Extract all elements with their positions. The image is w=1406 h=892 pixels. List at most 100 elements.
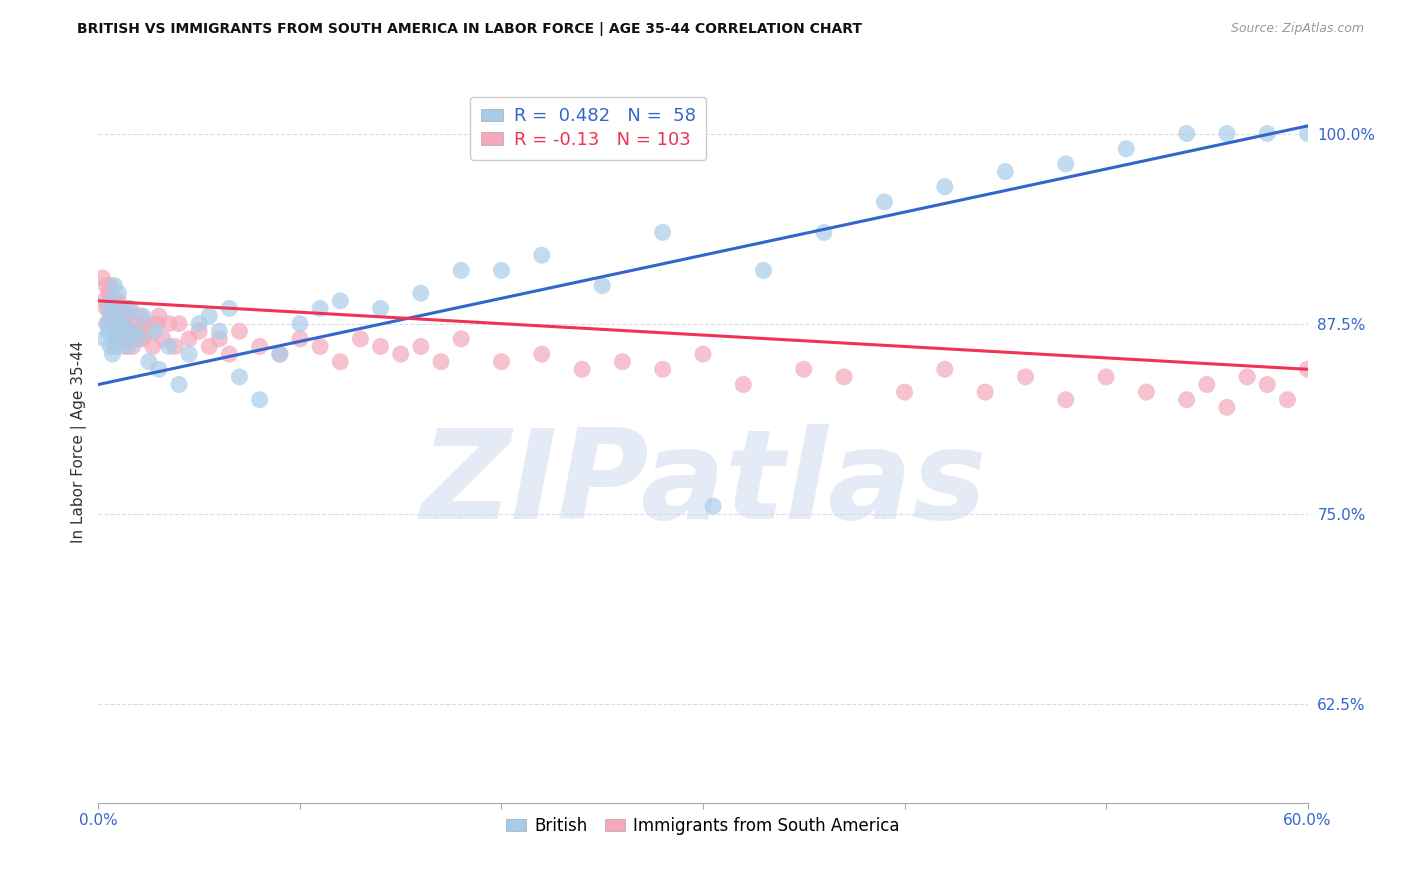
- Point: [450, 332, 472, 346]
- Point: [107, 293, 129, 308]
- Point: [813, 226, 835, 240]
- Point: [530, 248, 553, 262]
- Point: [124, 317, 146, 331]
- Point: [893, 385, 915, 400]
- Point: [370, 301, 392, 316]
- Point: [1296, 362, 1319, 376]
- Point: [121, 339, 143, 353]
- Point: [118, 324, 141, 338]
- Point: [125, 332, 148, 346]
- Point: [142, 339, 165, 353]
- Point: [934, 362, 956, 376]
- Point: [249, 392, 271, 407]
- Point: [329, 354, 352, 368]
- Point: [107, 324, 129, 338]
- Text: Source: ZipAtlas.com: Source: ZipAtlas.com: [1230, 22, 1364, 36]
- Point: [157, 317, 180, 331]
- Point: [101, 317, 124, 331]
- Point: [249, 339, 271, 353]
- Point: [100, 339, 122, 353]
- Point: [491, 263, 513, 277]
- Point: [430, 354, 453, 368]
- Point: [208, 324, 231, 338]
- Point: [143, 324, 166, 338]
- Point: [370, 339, 392, 353]
- Point: [96, 317, 118, 331]
- Point: [97, 317, 120, 331]
- Point: [100, 278, 122, 293]
- Point: [1095, 370, 1118, 384]
- Point: [188, 324, 211, 338]
- Point: [1135, 385, 1157, 400]
- Point: [188, 317, 211, 331]
- Point: [832, 370, 855, 384]
- Point: [105, 301, 128, 316]
- Point: [103, 293, 125, 308]
- Point: [934, 179, 956, 194]
- Point: [105, 339, 128, 353]
- Point: [269, 347, 291, 361]
- Point: [1277, 392, 1299, 407]
- Point: [1296, 127, 1319, 141]
- Point: [733, 377, 755, 392]
- Point: [389, 347, 412, 361]
- Text: ZIPatlas: ZIPatlas: [420, 425, 986, 545]
- Point: [873, 194, 896, 209]
- Point: [530, 347, 553, 361]
- Point: [110, 332, 132, 346]
- Point: [752, 263, 775, 277]
- Point: [208, 332, 231, 346]
- Point: [111, 332, 134, 346]
- Point: [157, 339, 180, 353]
- Point: [93, 293, 115, 308]
- Point: [218, 347, 240, 361]
- Point: [148, 362, 170, 376]
- Point: [91, 271, 114, 285]
- Point: [132, 332, 155, 346]
- Point: [288, 332, 311, 346]
- Point: [110, 317, 132, 331]
- Point: [110, 301, 132, 316]
- Point: [198, 309, 221, 323]
- Point: [409, 339, 432, 353]
- Point: [491, 354, 513, 368]
- Point: [100, 309, 122, 323]
- Point: [974, 385, 997, 400]
- Point: [103, 278, 125, 293]
- Point: [100, 293, 122, 308]
- Point: [138, 324, 160, 338]
- Point: [1014, 370, 1036, 384]
- Point: [1216, 401, 1239, 415]
- Point: [93, 332, 115, 346]
- Point: [115, 324, 138, 338]
- Point: [114, 309, 136, 323]
- Point: [107, 317, 129, 331]
- Point: [129, 309, 152, 323]
- Point: [793, 362, 815, 376]
- Point: [138, 354, 160, 368]
- Point: [1115, 142, 1137, 156]
- Point: [228, 370, 250, 384]
- Point: [132, 309, 155, 323]
- Point: [118, 301, 141, 316]
- Point: [702, 499, 724, 513]
- Point: [1175, 127, 1198, 141]
- Point: [329, 293, 352, 308]
- Point: [111, 309, 134, 323]
- Point: [103, 324, 125, 338]
- Point: [148, 309, 170, 323]
- Point: [1216, 127, 1239, 141]
- Point: [134, 317, 156, 331]
- Point: [167, 377, 190, 392]
- Point: [1236, 370, 1258, 384]
- Point: [115, 309, 138, 323]
- Point: [1195, 377, 1218, 392]
- Y-axis label: In Labor Force | Age 35-44: In Labor Force | Age 35-44: [72, 341, 87, 542]
- Point: [103, 324, 125, 338]
- Point: [163, 339, 186, 353]
- Point: [409, 286, 432, 301]
- Point: [228, 324, 250, 338]
- Point: [96, 278, 118, 293]
- Point: [101, 301, 124, 316]
- Point: [1256, 127, 1278, 141]
